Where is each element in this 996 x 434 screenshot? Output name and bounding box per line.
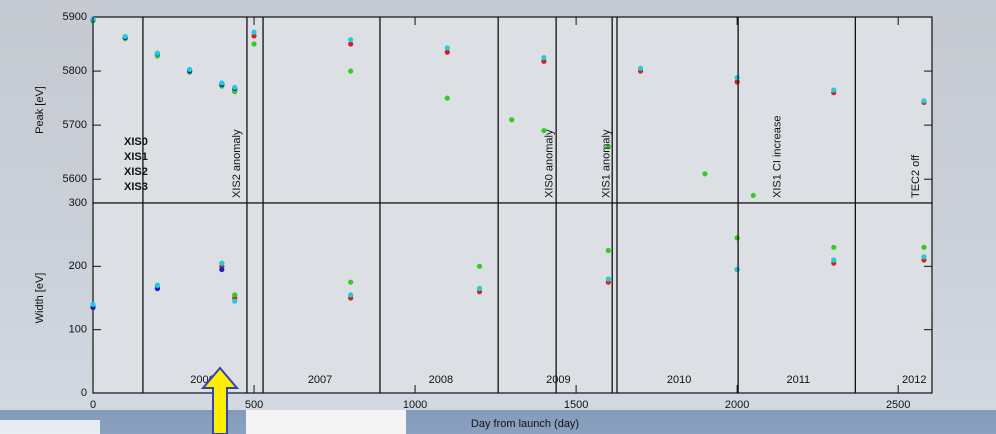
data-point [348,37,354,43]
y-tick-label: 100 [69,324,87,336]
slide-box [246,410,406,434]
y-tick-label: 0 [81,387,87,399]
y-tick-label: 200 [69,260,87,272]
event-annotation: TEC2 off [910,154,922,198]
data-point [154,282,161,288]
x-tick-label: 1000 [403,399,427,411]
data-point [444,49,450,55]
y-tick-label: 300 [69,197,87,209]
x-tick-label: 2500 [886,399,910,411]
data-point [232,298,238,304]
data-point [605,144,611,150]
data-point [734,235,740,241]
year-label: 2007 [308,374,332,386]
data-point [509,117,515,123]
y-tick-label: 5800 [63,65,87,77]
legend-entry: XIS0 [124,136,148,148]
data-point [921,254,927,260]
data-point [348,292,354,298]
data-point [444,95,450,101]
data-point [476,263,483,269]
data-point [921,98,927,104]
data-point [702,171,708,177]
data-point [734,74,740,81]
data-point [734,266,740,273]
arrow [200,366,240,434]
data-point [605,276,611,282]
data-point [476,285,483,292]
data-point [541,54,547,61]
x-axis-label: Day from launch (day) [471,418,579,430]
data-point [154,50,161,56]
data-point [90,301,96,307]
x-tick-label: 2000 [725,399,749,411]
data-point [348,41,354,47]
event-annotation: XIS1 anomaly [601,129,613,198]
x-tick-label: 1500 [564,399,588,411]
y-axis-label: Width [eV] [34,273,46,324]
data-point [444,45,450,51]
data-point [750,192,756,199]
data-point [831,87,837,93]
plot-area [92,16,933,204]
year-label: 2012 [902,374,926,386]
event-annotation: XIS0 anomaly [544,129,556,198]
data-point [251,29,257,35]
data-point [232,292,238,298]
year-label: 2009 [546,374,570,386]
legend-entry: XIS1 [124,151,148,163]
data-point [251,41,257,47]
y-tick-label: 5600 [63,173,87,185]
data-point [348,279,354,285]
event-annotation: XIS1 CI increase [771,115,783,198]
data-point [219,266,225,273]
plot-area [92,202,933,394]
year-label: 2010 [667,374,691,386]
data-point [219,260,225,266]
data-point [831,257,837,263]
legend-entry: XIS3 [124,181,148,193]
data-point [122,33,128,40]
data-point [541,127,547,134]
y-tick-label: 5900 [63,11,87,23]
data-point [251,33,257,39]
data-point [637,65,644,71]
data-point [232,84,238,90]
x-tick-label: 500 [245,399,263,411]
data-point [187,66,193,73]
x-tick-label: 0 [90,399,96,411]
y-axis-label: Peak [eV] [34,86,46,134]
data-point [348,68,354,74]
event-annotation: XIS2 anomaly [231,129,243,198]
slide-box [0,420,100,434]
year-label: 2011 [787,374,811,386]
data-point [921,244,927,250]
year-label: 2008 [429,374,453,386]
data-point [219,80,225,86]
y-tick-label: 5700 [63,119,87,131]
legend-entry: XIS2 [124,166,148,178]
data-point [541,58,547,64]
data-point [605,247,611,254]
data-point [831,244,837,250]
